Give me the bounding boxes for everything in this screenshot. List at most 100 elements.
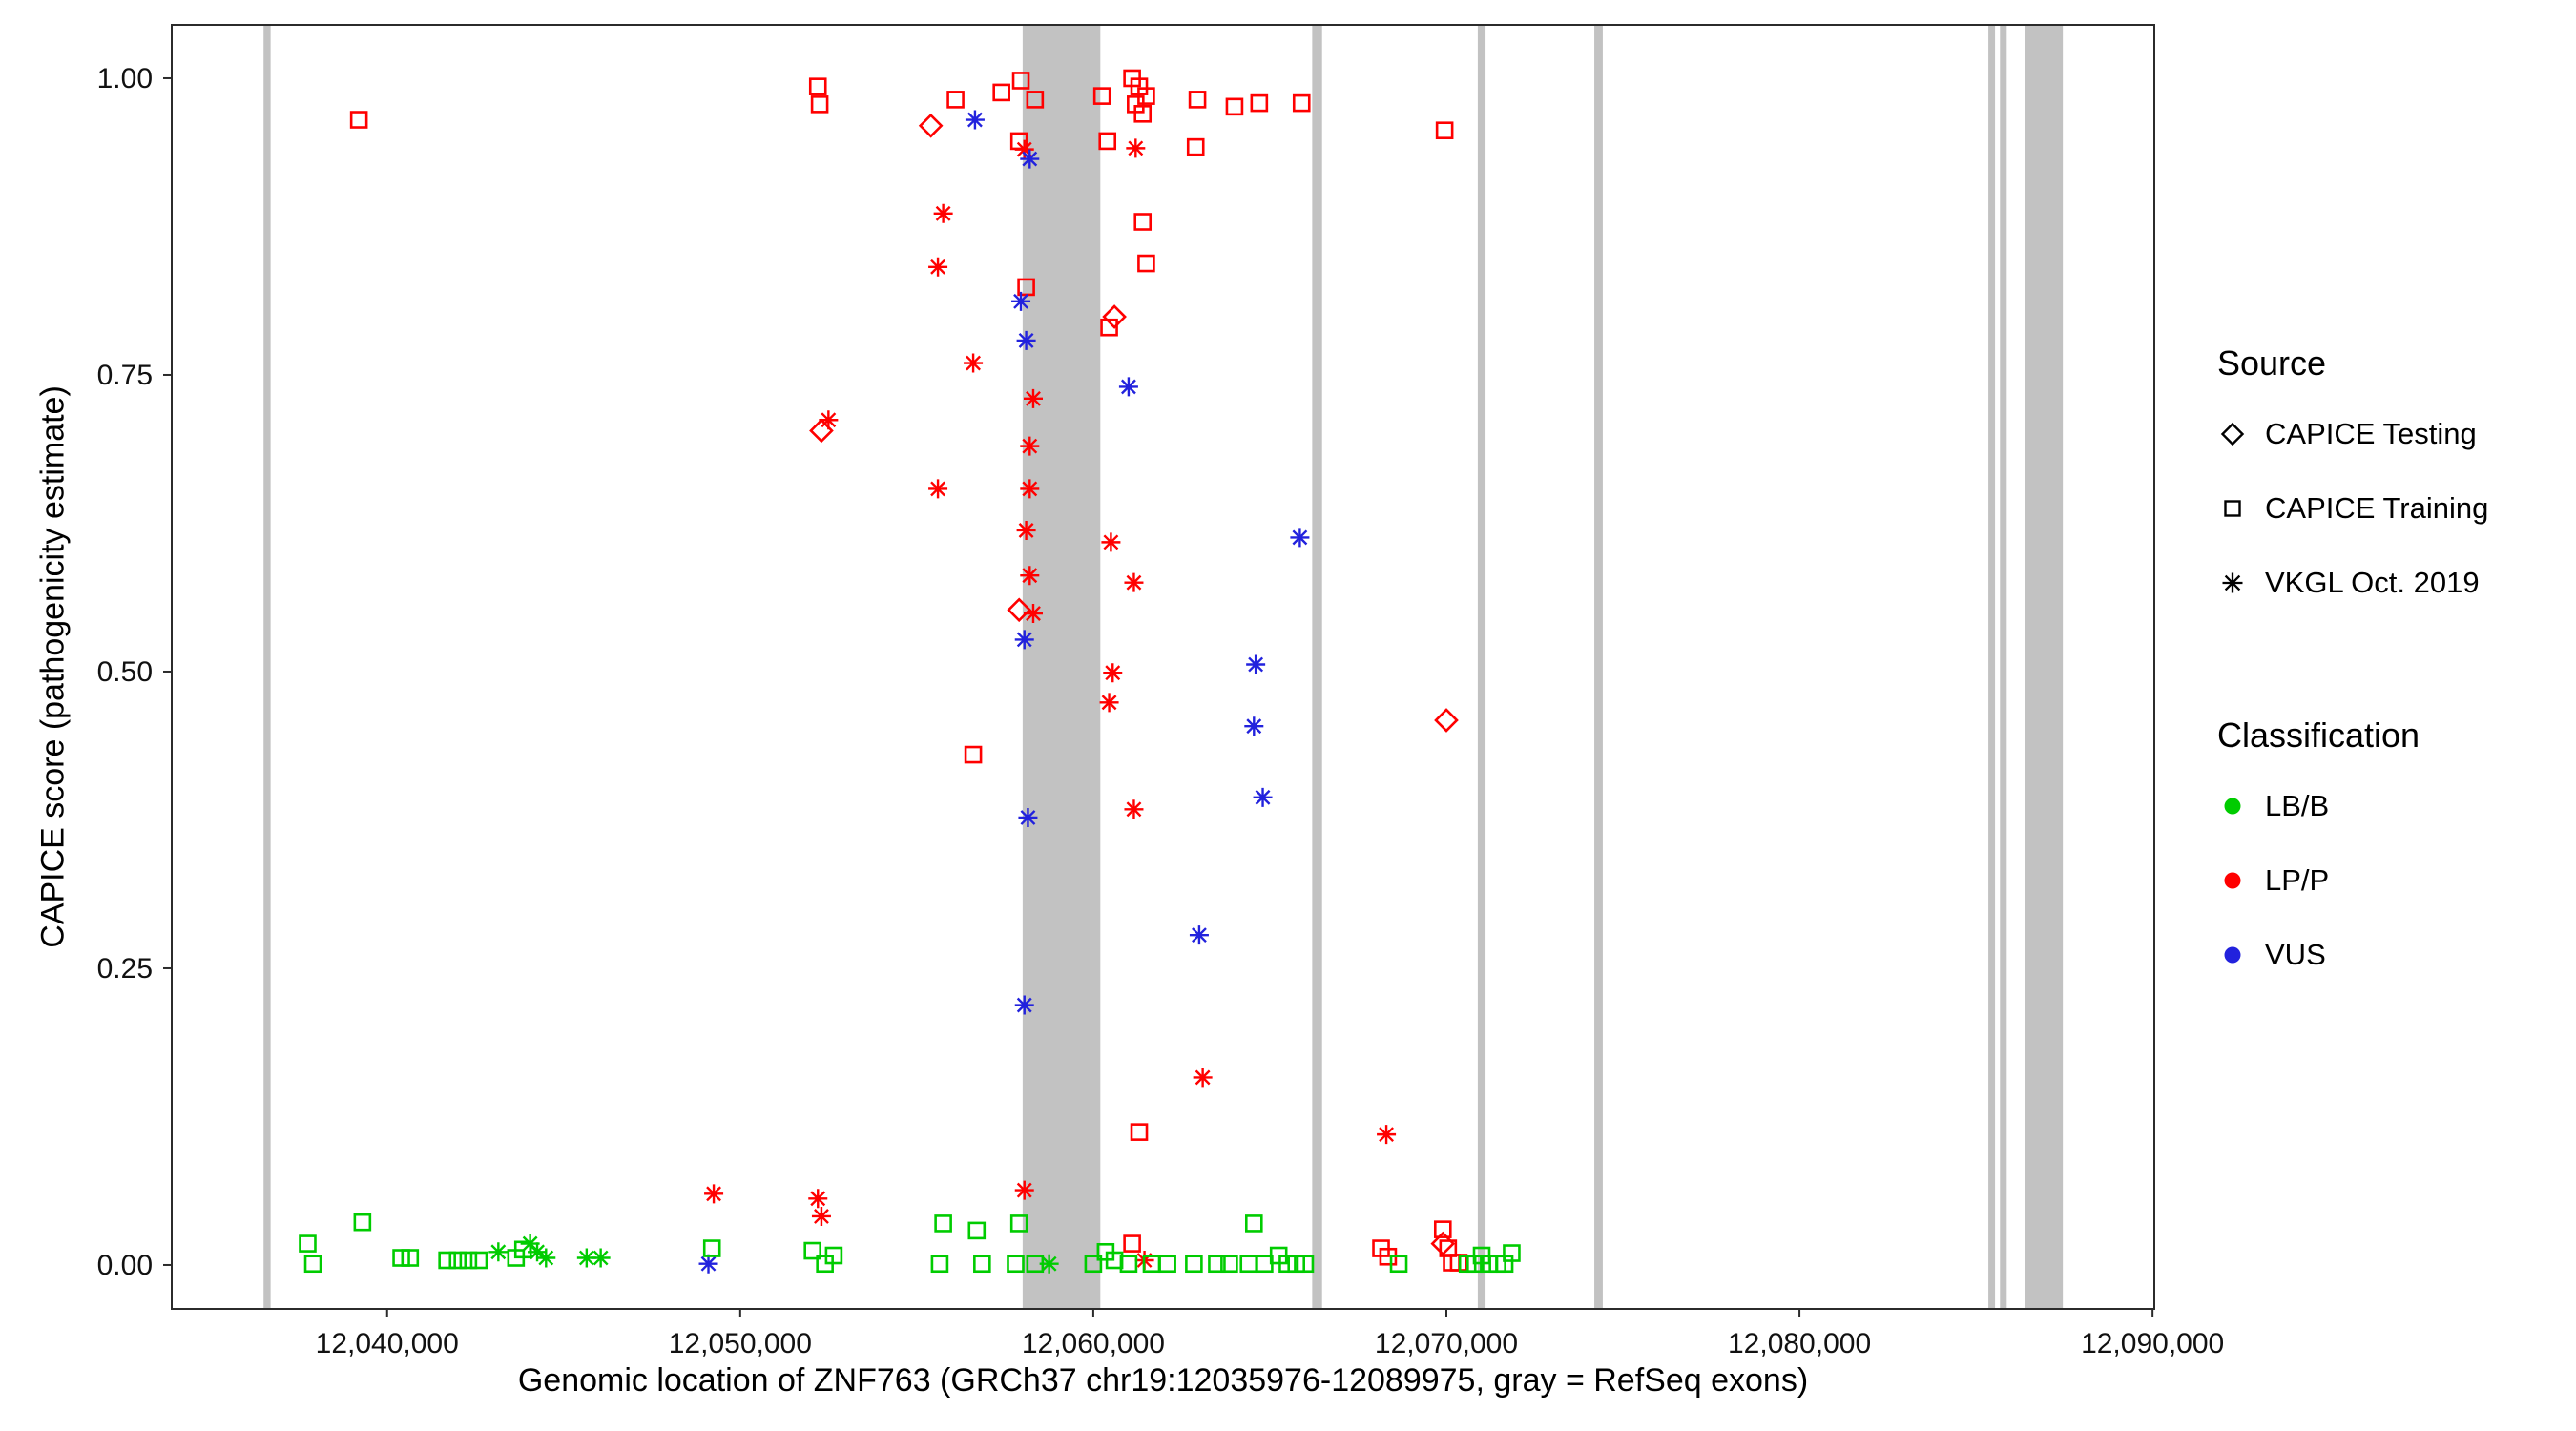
exon-band: [263, 25, 271, 1309]
data-point-square: [964, 745, 983, 764]
data-point-asterisk: [1011, 291, 1031, 311]
exon-band: [2025, 25, 2064, 1309]
red-dot-icon: [2224, 872, 2241, 889]
data-point-square: [353, 1213, 372, 1232]
data-point-diamond: [1007, 597, 1032, 623]
data-point-asterisk: [928, 257, 948, 277]
data-point-asterisk: [964, 353, 984, 373]
y-tick-label: 0.75: [97, 360, 153, 391]
data-point-square: [1130, 1123, 1149, 1141]
data-point-square: [1188, 91, 1207, 109]
data-point-asterisk: [1189, 925, 1209, 945]
data-point-asterisk: [1124, 799, 1144, 819]
y-tick-label: 0.00: [97, 1250, 153, 1281]
data-point-square: [1185, 1255, 1203, 1274]
data-point-square: [1244, 1214, 1263, 1233]
data-point-asterisk: [808, 1189, 828, 1209]
y-axis-title: CAPICE score (pathogenicity estimate): [34, 385, 72, 948]
data-point-asterisk: [704, 1184, 724, 1204]
data-point-diamond: [1434, 708, 1459, 733]
data-point-square: [299, 1234, 317, 1253]
data-point-asterisk: [591, 1248, 611, 1268]
data-point-square: [973, 1255, 991, 1274]
legend-item-vkgl: VKGL Oct. 2019: [2215, 546, 2570, 620]
data-point-asterisk: [928, 479, 948, 499]
data-point-diamond: [1102, 304, 1127, 329]
data-point-square: [1133, 104, 1153, 123]
legend: Source CAPICE Testing CAPICE Training VK…: [2215, 343, 2570, 992]
data-point-square: [1208, 1255, 1226, 1274]
data-point-square: [808, 77, 827, 95]
y-tick-label: 0.50: [97, 656, 153, 688]
exon-band: [1022, 25, 1101, 1309]
data-point-asterisk: [1246, 654, 1266, 674]
legend-label: LB/B: [2265, 789, 2330, 822]
data-point-square: [946, 91, 965, 109]
data-point-asterisk: [698, 1254, 718, 1274]
data-point-square: [934, 1214, 952, 1233]
legend-source-title: Source: [2217, 343, 2327, 383]
data-point-square: [1292, 93, 1311, 113]
data-point-square: [992, 83, 1010, 102]
x-tick-label: 12,050,000: [669, 1328, 812, 1359]
data-point-square: [967, 1221, 987, 1240]
exon-band: [1594, 25, 1603, 1309]
legend-group-classification: Classification LB/B LP/P VUS: [2215, 716, 2570, 992]
data-point-asterisk: [1099, 693, 1119, 713]
data-point-square: [1503, 1244, 1521, 1262]
legend-item-vus: VUS: [2215, 918, 2570, 992]
data-point-square: [1158, 1255, 1176, 1274]
x-tick-label: 12,040,000: [316, 1328, 459, 1359]
data-point-asterisk: [1016, 520, 1036, 540]
exon-band: [1312, 25, 1322, 1309]
data-point-diamond: [918, 113, 944, 138]
legend-item-capice-training: CAPICE Training: [2215, 471, 2570, 546]
data-point-asterisk: [1290, 528, 1310, 548]
data-point-square: [1239, 1255, 1258, 1274]
data-point-square: [702, 1239, 721, 1257]
legend-label: VUS: [2265, 938, 2326, 971]
data-point-square: [1225, 97, 1244, 116]
data-point-asterisk: [1126, 138, 1146, 158]
data-point-asterisk: [1014, 1180, 1034, 1200]
y-tick-label: 1.00: [97, 63, 153, 94]
data-point-asterisk: [811, 1206, 831, 1226]
data-point-square: [469, 1251, 488, 1270]
data-point-square: [824, 1246, 843, 1265]
data-point-asterisk: [819, 410, 839, 430]
panel-border: [171, 24, 2155, 1310]
data-point-asterisk: [1103, 663, 1123, 683]
data-point-square: [803, 1241, 821, 1260]
legend-label: CAPICE Testing: [2265, 417, 2477, 450]
blue-dot-icon: [2224, 946, 2241, 964]
data-point-asterisk: [1039, 1254, 1059, 1274]
data-point-square: [1009, 1214, 1028, 1233]
square-icon: [2224, 500, 2241, 517]
data-point-asterisk: [1020, 566, 1040, 586]
data-point-asterisk: [1020, 479, 1040, 499]
data-point-asterisk: [488, 1242, 509, 1262]
legend-item-capice-testing: CAPICE Testing: [2215, 397, 2570, 471]
data-point-asterisk: [1020, 436, 1040, 456]
y-tick-label: 0.25: [97, 953, 153, 985]
data-point-square: [1098, 132, 1117, 151]
exon-band: [1477, 25, 1486, 1309]
data-point-square: [1250, 93, 1269, 113]
data-point-square: [1026, 91, 1045, 109]
data-point-asterisk: [1193, 1068, 1213, 1088]
x-tick-label: 12,080,000: [1728, 1328, 1871, 1359]
data-point-square: [1092, 87, 1111, 105]
data-point-diamond: [1430, 1231, 1456, 1256]
legend-item-lbb: LB/B: [2215, 769, 2570, 843]
data-point-square: [459, 1251, 478, 1270]
data-point-asterisk: [576, 1248, 596, 1268]
data-point-square: [1220, 1255, 1238, 1274]
x-tick-label: 12,090,000: [2081, 1328, 2224, 1359]
data-point-square: [1123, 1234, 1141, 1253]
data-point-square: [349, 111, 368, 129]
data-point-square: [401, 1249, 420, 1267]
exon-band: [1988, 25, 1996, 1309]
data-point-square: [303, 1255, 322, 1274]
